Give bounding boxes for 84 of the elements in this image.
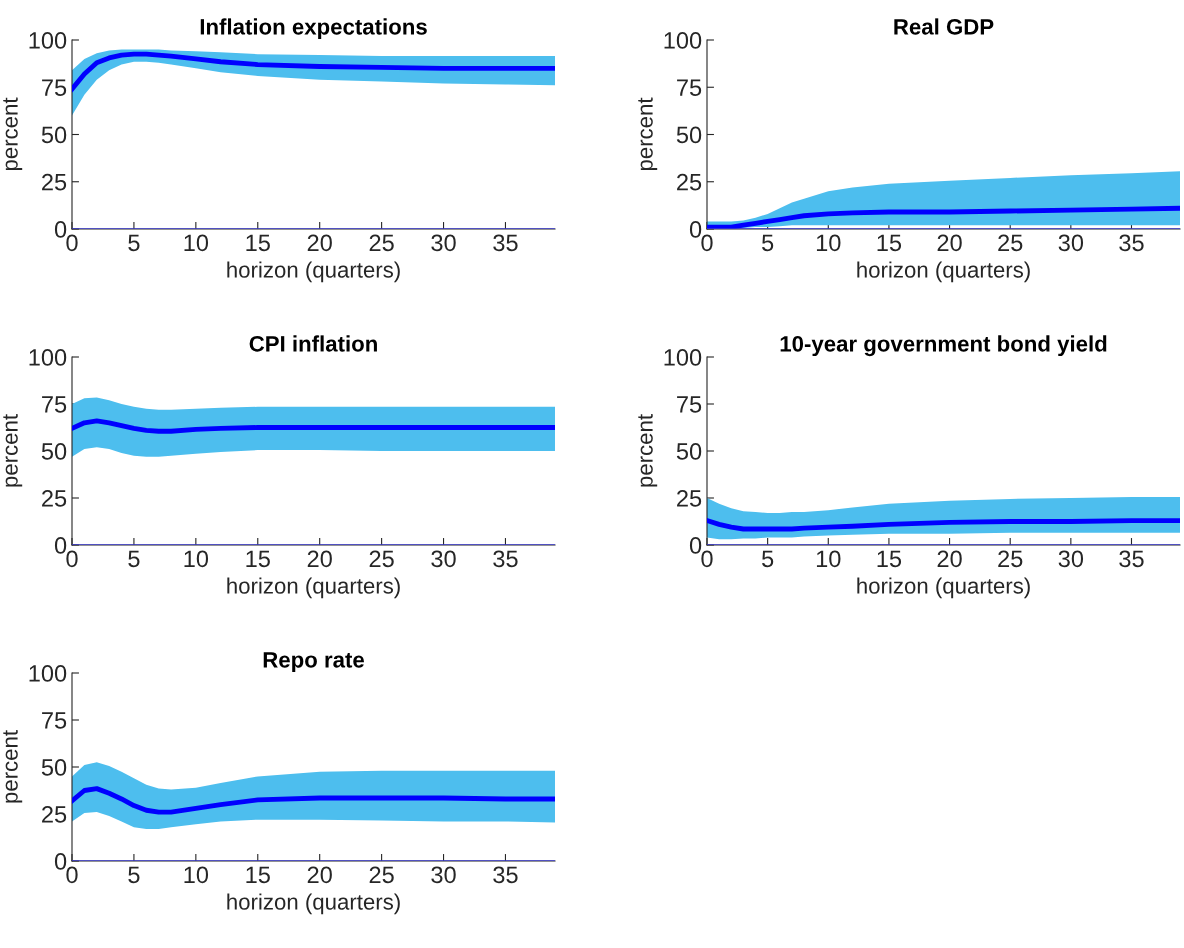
y-tick-label: 100 (29, 32, 67, 49)
y-tick-label: 100 (29, 349, 67, 366)
x-axis-title: horizon (quarters) (227, 261, 400, 283)
y-tick-label: 25 (677, 490, 702, 507)
x-tick-label: 25 (998, 550, 1023, 568)
line-series (707, 518, 1180, 532)
x-tick-label: 15 (246, 866, 270, 884)
x-tick-label: 20 (937, 234, 962, 252)
x-tick-label: 0 (66, 234, 78, 252)
x-tick-label: 10 (816, 550, 841, 568)
x-tick-label: 25 (369, 866, 394, 884)
y-tick-label: 0 (54, 221, 67, 238)
y-axis-title: percent (3, 97, 23, 171)
x-tick-label: 35 (1119, 550, 1144, 568)
x-tick-label: 5 (128, 550, 140, 568)
x-tick-label: 0 (701, 550, 713, 568)
x-tick-label: 20 (307, 866, 332, 884)
y-tick-label: 50 (41, 759, 67, 776)
y-tick-label: 100 (664, 32, 702, 49)
y-tick-label: 0 (689, 221, 702, 238)
x-tick-label: 35 (1119, 234, 1144, 252)
chart-title: Real GDP (894, 18, 994, 35)
x-tick-label: 15 (877, 550, 902, 568)
y-tick-label: 25 (42, 806, 67, 823)
chart-title: CPI inflation (249, 335, 377, 352)
x-axis-title: horizon (quarters) (857, 577, 1030, 599)
y-tick-label: 50 (676, 443, 702, 460)
x-tick-label: 15 (246, 550, 270, 568)
x-tick-label: 30 (1058, 234, 1084, 252)
y-tick-label: 25 (42, 490, 67, 507)
line-series (72, 786, 555, 815)
x-tick-label: 0 (66, 550, 78, 568)
x-tick-label: 5 (128, 866, 140, 884)
x-tick-label: 10 (184, 550, 209, 568)
chart-title: 10-year government bond yield (780, 335, 1107, 357)
x-tick-label: 20 (307, 550, 332, 568)
x-tick-label: 30 (431, 866, 456, 884)
y-tick-label: 25 (677, 173, 702, 191)
y-tick-label: 0 (54, 537, 67, 554)
y-axis-title: percent (638, 414, 658, 487)
x-tick-label: 35 (493, 234, 518, 252)
y-tick-label: 75 (677, 396, 702, 413)
x-tick-label: 10 (816, 234, 841, 252)
line-series (72, 51, 555, 92)
x-tick-label: 30 (1058, 550, 1084, 568)
x-axis-title: horizon (quarters) (227, 893, 400, 915)
y-tick-label: 50 (676, 126, 702, 144)
x-tick-label: 35 (493, 550, 518, 568)
x-tick-label: 10 (184, 234, 209, 252)
x-tick-label: 0 (701, 234, 713, 252)
x-tick-label: 10 (184, 866, 209, 884)
x-tick-label: 0 (66, 866, 78, 884)
chart-title: Inflation expectations (200, 18, 427, 40)
y-axis-title: percent (3, 414, 23, 487)
x-tick-label: 25 (369, 234, 394, 252)
x-tick-label: 5 (128, 234, 140, 252)
y-tick-label: 75 (42, 396, 67, 413)
x-axis-title: horizon (quarters) (227, 577, 400, 599)
x-tick-label: 25 (369, 550, 394, 568)
y-tick-label: 0 (689, 537, 702, 554)
x-tick-label: 5 (762, 234, 774, 252)
y-axis-title: percent (638, 97, 658, 171)
x-tick-label: 20 (937, 550, 962, 568)
y-tick-label: 100 (664, 349, 702, 366)
x-tick-label: 30 (431, 550, 456, 568)
y-tick-label: 75 (42, 79, 67, 97)
y-tick-label: 50 (41, 443, 67, 460)
y-tick-label: 100 (29, 665, 67, 682)
x-tick-label: 15 (246, 234, 270, 252)
x-tick-label: 20 (307, 234, 332, 252)
x-tick-label: 5 (762, 550, 774, 568)
x-tick-label: 15 (877, 234, 902, 252)
x-tick-label: 35 (493, 866, 518, 884)
x-tick-label: 25 (998, 234, 1023, 252)
y-tick-label: 25 (42, 173, 67, 191)
chart-title: Repo rate (263, 652, 364, 673)
y-axis-title: percent (3, 730, 23, 803)
y-tick-label: 75 (42, 712, 67, 729)
x-tick-label: 30 (431, 234, 456, 252)
x-axis-title: horizon (quarters) (857, 261, 1030, 283)
y-tick-label: 50 (41, 126, 67, 144)
y-tick-label: 0 (54, 853, 67, 870)
line-series (72, 418, 555, 434)
y-tick-label: 75 (677, 79, 702, 97)
